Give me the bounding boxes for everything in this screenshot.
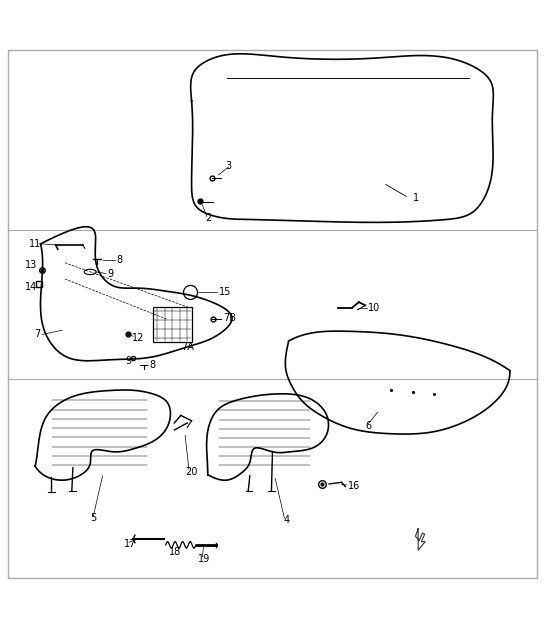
Text: 11: 11 xyxy=(29,239,41,249)
Text: 16: 16 xyxy=(348,480,360,490)
Text: 2: 2 xyxy=(205,213,211,223)
Text: 6: 6 xyxy=(365,421,371,431)
Text: 5: 5 xyxy=(90,513,96,523)
Text: 4: 4 xyxy=(283,515,289,525)
Bar xyxy=(153,307,192,342)
Text: 15: 15 xyxy=(219,288,231,298)
Text: 18: 18 xyxy=(169,548,181,558)
Text: 7: 7 xyxy=(34,330,40,340)
Text: 19: 19 xyxy=(198,554,210,564)
Text: 17: 17 xyxy=(124,539,137,550)
Text: 12: 12 xyxy=(132,333,144,344)
Text: 9: 9 xyxy=(107,269,113,279)
Text: 8: 8 xyxy=(116,255,122,265)
Text: 9: 9 xyxy=(126,357,132,367)
Text: 20: 20 xyxy=(185,467,197,477)
Text: 14: 14 xyxy=(26,282,38,292)
Text: 7B: 7B xyxy=(223,313,236,323)
Text: 8: 8 xyxy=(149,360,156,371)
Text: 10: 10 xyxy=(368,303,380,313)
Text: 1: 1 xyxy=(413,193,419,203)
Text: 7A: 7A xyxy=(181,342,193,352)
Text: 3: 3 xyxy=(225,161,231,171)
Text: 13: 13 xyxy=(26,261,38,271)
